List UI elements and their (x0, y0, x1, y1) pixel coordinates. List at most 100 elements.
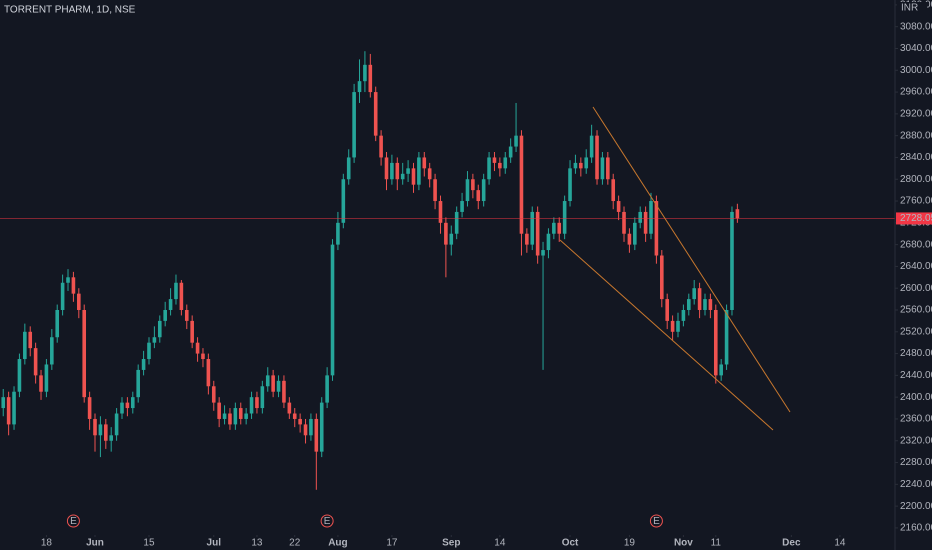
candle-body (676, 320, 680, 332)
candle-body (390, 162, 394, 180)
candle-body (201, 353, 205, 360)
candle-body (1, 397, 6, 409)
candle-body (228, 413, 232, 425)
y-tick-label: 2680.00 (900, 239, 932, 250)
x-tick-label: Jul (207, 538, 222, 549)
candle-body (692, 288, 696, 300)
candle-body (584, 157, 589, 169)
y-tick-label: 2480.00 (900, 348, 932, 359)
candle-body (71, 277, 76, 294)
candle-body (622, 211, 626, 234)
candle-body (487, 157, 491, 180)
y-tick-label: 2880.00 (900, 130, 932, 141)
x-tick-label: 14 (834, 538, 846, 549)
candle-body (670, 320, 675, 332)
candle-body (546, 233, 551, 251)
candle-body (190, 320, 194, 343)
candle-body (282, 380, 286, 403)
candle-body (444, 222, 448, 245)
candle-body (730, 211, 734, 310)
candle-body (147, 342, 151, 360)
candle-body (309, 418, 313, 436)
earnings-label: E (653, 516, 660, 527)
candle-body (211, 386, 216, 403)
candle-body (141, 359, 146, 370)
candle-body (449, 233, 454, 245)
candle-body (168, 299, 173, 310)
x-tick-label: Oct (562, 538, 579, 549)
candle-body (579, 162, 583, 169)
candle-body (697, 288, 702, 310)
candle-body (471, 179, 475, 191)
candle-body (681, 309, 686, 321)
candle-body (120, 402, 124, 414)
candle-body (476, 190, 481, 202)
candle-body (330, 244, 335, 376)
candle-body (708, 299, 713, 310)
candle-body (66, 277, 70, 283)
x-tick-label: 22 (289, 538, 301, 549)
x-tick-label: 11 (711, 538, 722, 549)
candle-body (427, 168, 432, 180)
candle-body (28, 331, 33, 349)
y-tick-label: 3000.00 (900, 65, 932, 76)
candle-body (573, 162, 578, 169)
y-tick-label: 2520.00 (900, 326, 932, 337)
candle-body (357, 81, 362, 93)
candle-body (23, 331, 27, 360)
candle-body (384, 157, 389, 180)
candle-body (17, 359, 22, 392)
candle-body (460, 201, 464, 212)
y-tick-label: 2160.00 (900, 523, 932, 534)
earnings-marker (649, 514, 663, 528)
trend-line (559, 239, 774, 431)
candle-body (195, 342, 200, 354)
candle-body (152, 337, 157, 343)
candle-body (233, 408, 238, 425)
x-tick-label: 15 (143, 538, 155, 549)
candle-body (249, 397, 254, 414)
chart-title: TORRENT PHARM, 1D, NSE (4, 5, 136, 16)
candle-body (287, 402, 292, 414)
candle-body (93, 418, 97, 436)
y-tick-label: 2360.00 (900, 414, 932, 425)
last-price-badge (896, 212, 932, 225)
candle-body (589, 135, 594, 158)
candle-body (12, 391, 16, 425)
candle-body (206, 359, 211, 387)
x-tick-label: 19 (624, 538, 636, 549)
x-tick-label: 18 (41, 538, 53, 549)
candle-body (87, 397, 92, 419)
candle-body (55, 309, 60, 338)
candle-body (44, 364, 49, 392)
candle-body (319, 402, 324, 452)
candle-body (271, 375, 275, 392)
x-tick-label: Aug (328, 538, 347, 549)
candle-body (400, 173, 405, 180)
candle-body (638, 211, 643, 223)
candle-body (508, 146, 513, 158)
candle-body (481, 179, 486, 202)
candle-body (98, 424, 103, 436)
candle-body (130, 397, 135, 409)
candle-body (346, 157, 351, 180)
candle-body (735, 209, 740, 219)
candle-body (174, 282, 178, 300)
y-tick-label: 2600.00 (900, 283, 932, 294)
candle-body (465, 179, 470, 202)
candle-body (265, 375, 270, 387)
candle-body (595, 135, 599, 180)
y-tick-label: 2840.00 (900, 152, 932, 163)
candle-body (184, 309, 189, 321)
candle-body (713, 309, 718, 376)
candle-body (719, 364, 723, 376)
candle-body (157, 320, 162, 338)
candle-body (298, 418, 302, 425)
y-tick-label: 2960.00 (900, 87, 932, 98)
candle-body (255, 397, 259, 409)
candle-body (379, 135, 383, 158)
candle-body (492, 157, 497, 163)
y-tick-label: 2320.00 (900, 435, 932, 446)
y-tick-label: 2200.00 (900, 501, 932, 512)
